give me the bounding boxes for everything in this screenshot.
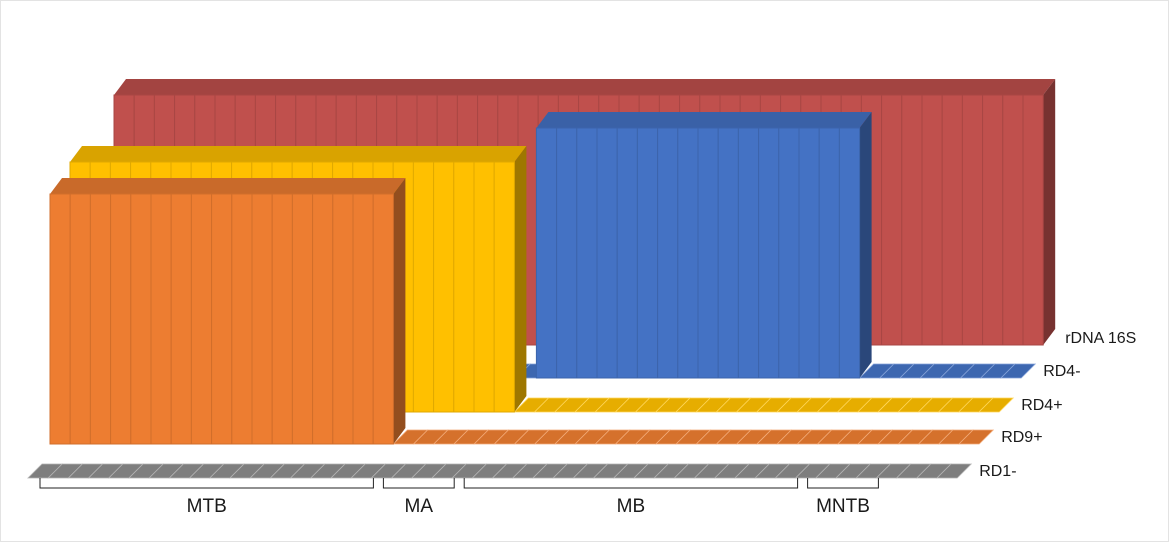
- bar-rd9-10: [231, 193, 253, 445]
- bar-rd4-19: [433, 161, 455, 413]
- bar-top-rdna-16s: [114, 79, 1056, 95]
- bar-rdna-16s-39: [881, 94, 903, 346]
- bar-rdna-16s-41: [921, 94, 943, 346]
- bar-rd4-29: [657, 127, 679, 379]
- series-label-rd1: RD1-: [979, 463, 1016, 480]
- group-bracket-mb: [463, 478, 799, 489]
- group-bracket-ma: [382, 478, 455, 489]
- floor-rd4-46: [978, 397, 1015, 413]
- bar-rd9-4: [110, 193, 132, 445]
- bar-rd9-17: [372, 193, 394, 445]
- bar-rd9-11: [251, 193, 273, 445]
- floor-rd4-46: [1000, 363, 1037, 379]
- bar-rd4-25: [576, 127, 598, 379]
- bar-rd4-37: [818, 127, 840, 379]
- series-rd9: [49, 178, 995, 445]
- group-label-ma: MA: [405, 496, 434, 517]
- bar-top-rd4: [70, 146, 527, 162]
- bar-side-rd4: [859, 112, 872, 378]
- group-label-mb: MB: [617, 496, 646, 517]
- bar-top-rd9: [50, 178, 406, 194]
- series-rd1: [27, 463, 973, 479]
- bar-rd4-18: [412, 161, 435, 413]
- bar-rd4-23: [535, 127, 558, 379]
- bar-rd4-27: [616, 127, 638, 379]
- bar-rdna-16s-40: [901, 94, 923, 346]
- bar-rdna-16s-46: [1022, 94, 1044, 346]
- bar-rd9-12: [271, 193, 293, 445]
- bar-rd9-5: [130, 193, 152, 445]
- series-label-rd4: RD4+: [1021, 397, 1062, 414]
- group-bracket-mtb: [39, 478, 374, 489]
- bar-rd9-9: [211, 193, 233, 445]
- bar-rd4-24: [556, 127, 578, 379]
- bar-side-rd9: [393, 178, 406, 444]
- series-label-rdna-16s: rDNA 16S: [1065, 330, 1136, 347]
- bar-rd4-38: [838, 127, 861, 379]
- bar-rd4-35: [778, 127, 800, 379]
- bar-rd9-6: [150, 193, 172, 445]
- series-layer: [27, 79, 1056, 479]
- bar-top-rd4: [536, 112, 872, 128]
- bar-rd9-8: [190, 193, 213, 445]
- bar-rd9-2: [69, 193, 91, 445]
- bar-rd9-7: [170, 193, 192, 445]
- bar-rd9-3: [89, 193, 112, 445]
- group-brackets: MTB MA MB MNTB: [39, 478, 879, 517]
- bar-side-rd4: [514, 146, 527, 412]
- group-label-mtb: MTB: [187, 496, 227, 517]
- bar-rd4-34: [758, 127, 780, 379]
- series-labels: rDNA 16S RD4- RD4+ RD9+ RD1-: [979, 330, 1136, 480]
- bar-rd9-16: [352, 193, 374, 445]
- bar-rd4-22: [493, 161, 515, 413]
- bar-rdna-16s-43: [961, 94, 984, 346]
- bar-rd4-30: [677, 127, 699, 379]
- bar-rd9-15: [332, 193, 354, 445]
- bar-rd4-33: [737, 127, 760, 379]
- series-label-rd9: RD9+: [1001, 429, 1042, 446]
- bar-side-rdna-16s: [1043, 79, 1056, 345]
- bar-rd4-31: [697, 127, 719, 379]
- bar-rdna-16s-42: [941, 94, 963, 346]
- bar-rdna-16s-44: [982, 94, 1004, 346]
- bar-rd4-20: [453, 161, 475, 413]
- bar-rd4-26: [596, 127, 618, 379]
- bar-rd9-13: [291, 193, 314, 445]
- floor-rd1-46: [936, 463, 973, 479]
- bar-rd4-28: [636, 127, 659, 379]
- bar-rd4-21: [473, 161, 495, 413]
- bar-rd9-1: [49, 193, 71, 445]
- bar-rd4-32: [717, 127, 739, 379]
- bar-rd9-14: [312, 193, 334, 445]
- floor-rd9-46: [958, 429, 995, 445]
- group-label-mntb: MNTB: [816, 496, 870, 517]
- bar-rdna-16s-45: [1002, 94, 1024, 346]
- bar-rd4-36: [798, 127, 820, 379]
- series-label-rd4: RD4-: [1043, 363, 1080, 380]
- group-bracket-mntb: [807, 478, 879, 489]
